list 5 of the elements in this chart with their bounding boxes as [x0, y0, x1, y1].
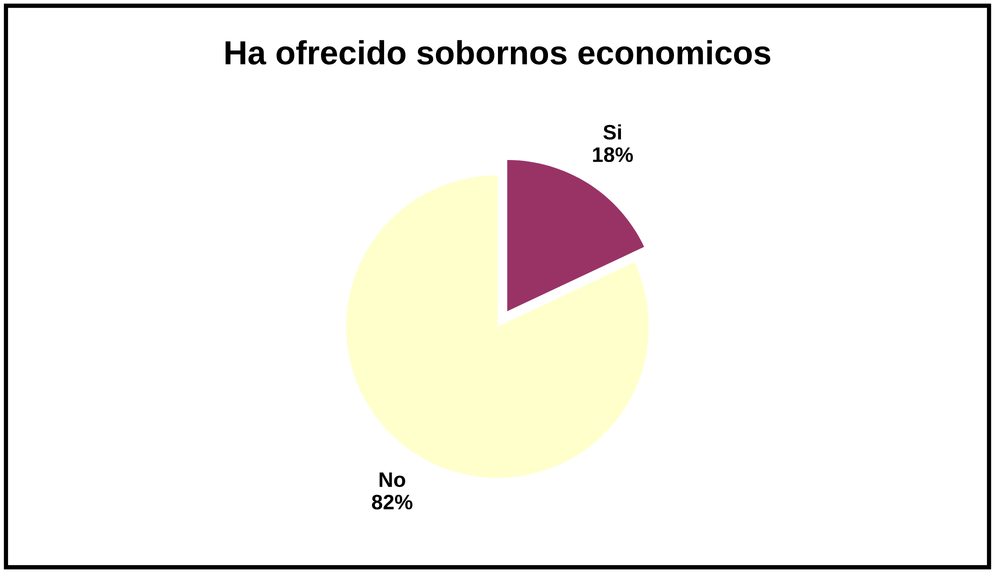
slice-label: Si — [603, 124, 621, 140]
data-label: 18% — [593, 147, 633, 162]
chart-title: Ha ofrecido sobornos economicos — [226, 40, 770, 65]
data-label: 82% — [372, 494, 412, 510]
slice-label: No — [380, 472, 406, 488]
